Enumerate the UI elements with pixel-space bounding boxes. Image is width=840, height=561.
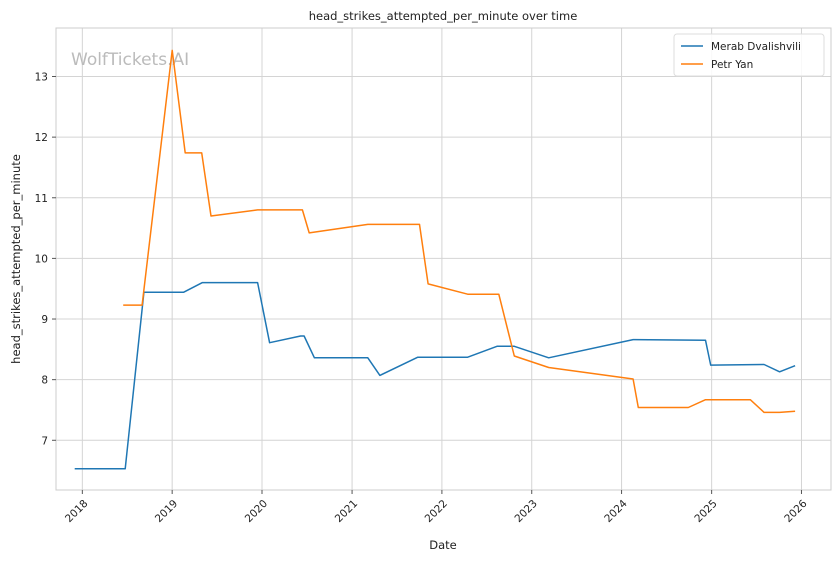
series-layer — [74, 49, 796, 470]
x-axis-label: Date — [429, 538, 457, 552]
watermark: WolfTickets.AI — [71, 50, 189, 70]
x-tick-label: 2026 — [782, 497, 810, 525]
legend-label: Merab Dvalishvili — [711, 41, 801, 53]
y-tick-label: 12 — [35, 132, 48, 144]
x-tick-label: 2025 — [692, 498, 719, 525]
legend: Merab Dvalishvili Petr Yan — [673, 33, 825, 77]
x-tick-label: 2019 — [153, 498, 180, 525]
x-tick-label: 2020 — [243, 498, 270, 525]
y-tick-label: 10 — [35, 253, 48, 265]
x-tick-label: 2022 — [423, 498, 450, 525]
plot-frame — [55, 27, 832, 491]
y-tick-label: 9 — [41, 314, 48, 326]
chart-title: head_strikes_attempted_per_minute over t… — [309, 9, 578, 23]
x-tick-label: 2018 — [63, 498, 90, 525]
x-tick-label: 2023 — [512, 498, 539, 525]
gridlines — [56, 28, 831, 490]
legend-label: Petr Yan — [711, 59, 753, 71]
x-tick-label: 2024 — [602, 497, 630, 525]
series-line-2 — [123, 49, 796, 414]
y-axis-ticks: 7 8 9 10 11 12 13 — [35, 72, 56, 447]
x-axis-ticks: 2018 2019 2020 2021 2022 2023 2024 2025 2026 — [63, 490, 810, 525]
y-tick-label: 13 — [35, 72, 48, 84]
legend-box — [673, 33, 825, 77]
y-axis-label: head_strikes_attempted_per_minute — [9, 154, 23, 364]
x-tick-label: 2021 — [333, 498, 360, 525]
y-tick-label: 7 — [41, 435, 48, 447]
y-tick-label: 8 — [41, 375, 48, 387]
y-tick-label: 11 — [35, 193, 48, 205]
series-line-1 — [74, 281, 796, 470]
